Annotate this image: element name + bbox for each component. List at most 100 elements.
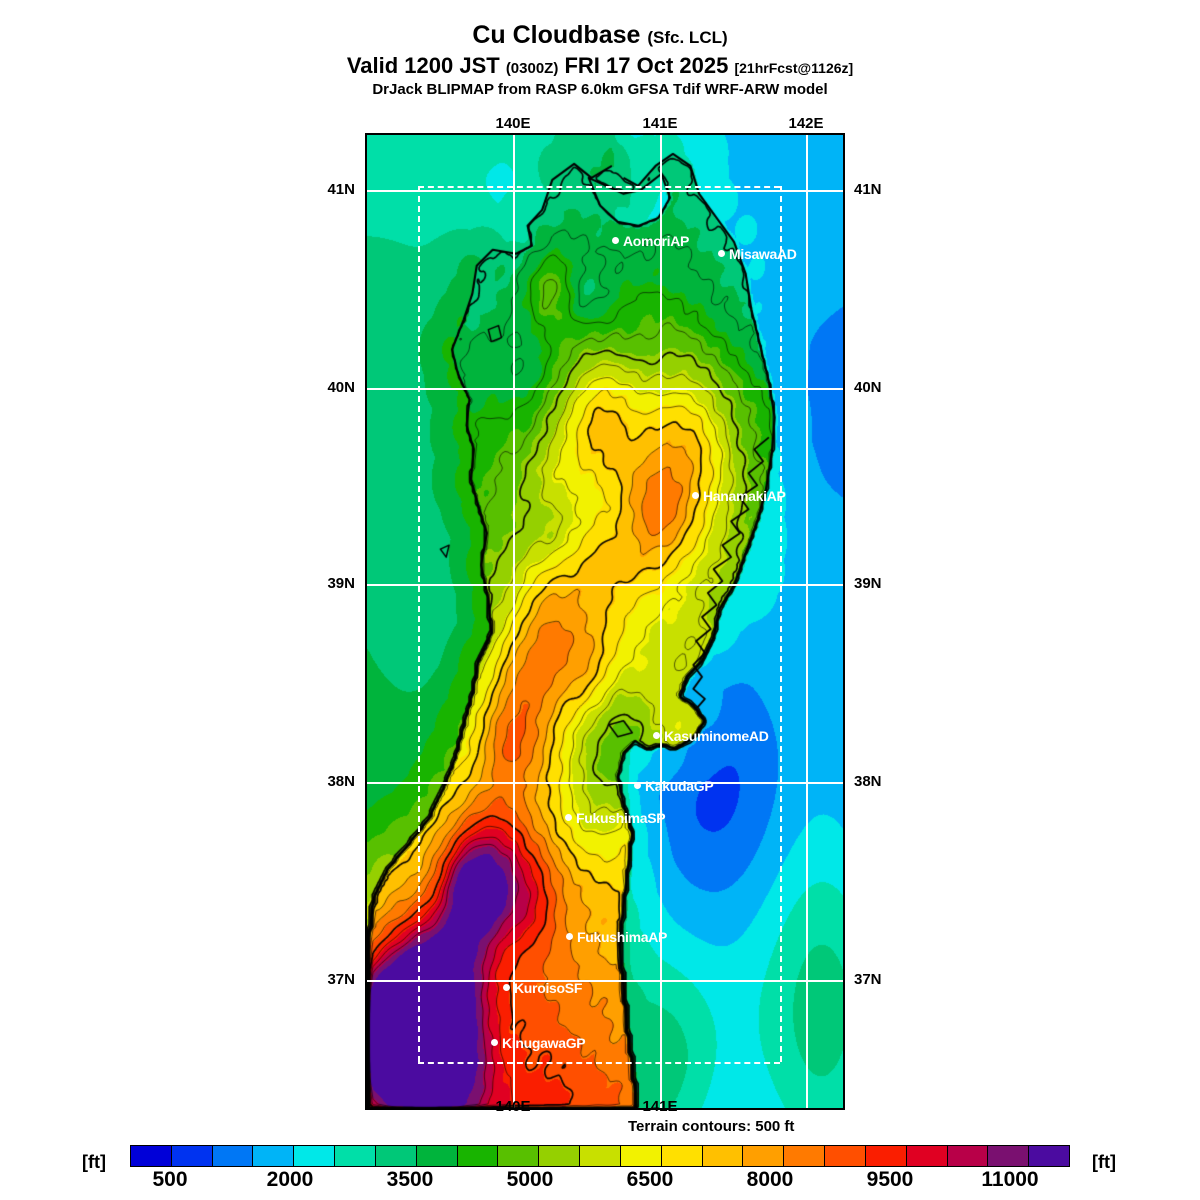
title-block: Cu Cloudbase (Sfc. LCL) Valid 1200 JST (… bbox=[0, 0, 1200, 98]
city-label: MisawaAD bbox=[729, 245, 797, 262]
colorbar-swatches[interactable] bbox=[130, 1145, 1070, 1167]
valid-prefix: Valid 1200 JST bbox=[346, 53, 500, 79]
colorbar-unit-right: [ft] bbox=[1092, 1152, 1116, 1172]
city-dot-icon bbox=[491, 1039, 498, 1047]
page-title: Cu Cloudbase (Sfc. LCL) bbox=[0, 22, 1200, 48]
axis-label-lon-bottom-141E: 141E bbox=[642, 1098, 678, 1115]
colorbar-swatch-5 bbox=[335, 1146, 376, 1166]
axis-label-lat-left-38N: 38N bbox=[327, 773, 355, 790]
colorbar-swatch-20 bbox=[947, 1146, 989, 1166]
city-marker-kasuminomead: KasuminomeAD bbox=[653, 727, 769, 745]
gridline-lon-141E bbox=[660, 135, 662, 1108]
city-label: FukushimaSP bbox=[576, 809, 666, 826]
city-marker-kuroisosf: KuroisoSF bbox=[503, 979, 582, 997]
colorbar-swatch-2 bbox=[212, 1146, 254, 1166]
city-dot-icon bbox=[634, 782, 641, 790]
colorbar-tick-labels: 500 2000 3500 5000 6500 8000 9500 11000 bbox=[130, 1168, 1070, 1194]
colorbar-swatch-14 bbox=[702, 1146, 744, 1166]
colorbar-swatch-10 bbox=[539, 1146, 581, 1166]
title-main-text: Cu Cloudbase bbox=[472, 21, 641, 49]
city-marker-aomoriap: AomoriAP bbox=[612, 232, 689, 250]
axis-label-lat-right-38N: 38N bbox=[854, 773, 882, 790]
city-dot-icon bbox=[718, 250, 725, 258]
colorbar-swatch-21 bbox=[988, 1146, 1030, 1166]
axis-label-lat-right-37N: 37N bbox=[854, 971, 882, 988]
colorbar-tick-500: 500 bbox=[152, 1168, 188, 1191]
colorbar-swatch-6 bbox=[375, 1146, 417, 1166]
city-label: HanamakiAP bbox=[703, 487, 786, 504]
city-dot-icon bbox=[566, 933, 573, 941]
city-marker-hanamakiap: HanamakiAP bbox=[692, 487, 786, 505]
city-label: AomoriAP bbox=[623, 232, 690, 249]
colorbar-swatch-15 bbox=[743, 1146, 785, 1166]
city-marker-misawaad: MisawaAD bbox=[718, 245, 797, 263]
axis-label-lat-right-39N: 39N bbox=[854, 575, 882, 592]
colorbar-tick-9500: 9500 bbox=[866, 1168, 914, 1191]
colorbar-swatch-19 bbox=[906, 1146, 948, 1166]
gridline-lat-41N bbox=[367, 190, 843, 192]
axis-label-lon-bottom-140E: 140E bbox=[495, 1098, 531, 1115]
colorbar-tick-2000: 2000 bbox=[266, 1168, 314, 1191]
valid-date: FRI 17 Oct 2025 bbox=[564, 53, 729, 79]
city-dot-icon bbox=[612, 237, 619, 245]
colorbar-swatch-3 bbox=[253, 1146, 295, 1166]
domain-edge-west bbox=[418, 186, 420, 1062]
city-dot-icon bbox=[565, 814, 572, 822]
axis-label-lat-right-41N: 41N bbox=[854, 181, 882, 198]
gridline-lon-142E bbox=[806, 135, 808, 1108]
map-plot-area[interactable]: AomoriAP MisawaAD HanamakiAP KasuminomeAD Ka… bbox=[365, 133, 845, 1110]
colorbar-swatch-17 bbox=[825, 1146, 866, 1166]
axis-label-lon-top-142E: 142E bbox=[788, 115, 824, 132]
colorbar-unit-left: [ft] bbox=[82, 1152, 106, 1172]
gridline-lat-40N bbox=[367, 388, 843, 390]
colorbar-swatch-16 bbox=[784, 1146, 826, 1166]
city-label: KinugawaGP bbox=[502, 1034, 586, 1051]
colorbar-swatch-7 bbox=[416, 1146, 458, 1166]
colorbar-swatch-0 bbox=[131, 1146, 172, 1166]
colorbar-swatch-4 bbox=[294, 1146, 336, 1166]
colorbar-swatch-8 bbox=[457, 1146, 499, 1166]
valid-forecast-hour: [21hrFcst@1126z] bbox=[734, 60, 854, 77]
axis-label-lat-left-39N: 39N bbox=[327, 575, 355, 592]
city-label: KakudaGP bbox=[645, 777, 714, 794]
colorbar-swatch-11 bbox=[580, 1146, 621, 1166]
colorbar-tick-3500: 3500 bbox=[386, 1168, 434, 1191]
colorbar-swatch-13 bbox=[661, 1146, 703, 1166]
city-label: KuroisoSF bbox=[514, 979, 583, 996]
cloudbase-heatmap-canvas bbox=[367, 135, 843, 1108]
title-valid-line: Valid 1200 JST (0300Z) FRI 17 Oct 2025 [… bbox=[0, 54, 1200, 77]
colorbar-tick-5000: 5000 bbox=[506, 1168, 554, 1191]
axis-label-lat-left-40N: 40N bbox=[327, 379, 355, 396]
terrain-contour-note: Terrain contours: 500 ft bbox=[628, 1118, 795, 1135]
valid-zulu: (0300Z) bbox=[505, 60, 559, 78]
city-marker-fukushimaap: FukushimaAP bbox=[566, 928, 667, 946]
city-dot-icon bbox=[653, 732, 660, 740]
city-dot-icon bbox=[503, 984, 510, 992]
colorbar-swatch-12 bbox=[620, 1146, 662, 1166]
city-label: KasuminomeAD bbox=[664, 727, 769, 744]
colorbar-swatch-22 bbox=[1029, 1146, 1070, 1166]
gridline-lon-140E bbox=[513, 135, 515, 1108]
title-main-subtitle: (Sfc. LCL) bbox=[647, 28, 728, 47]
colorbar-swatch-9 bbox=[498, 1146, 540, 1166]
city-label: FukushimaAP bbox=[577, 928, 668, 945]
model-subtitle: DrJack BLIPMAP from RASP 6.0km GFSA Tdif… bbox=[372, 81, 828, 99]
colorbar-swatch-1 bbox=[171, 1146, 213, 1166]
gridline-lat-37N bbox=[367, 980, 843, 982]
axis-label-lon-top-140E: 140E bbox=[495, 115, 531, 132]
colorbar-tick-8000: 8000 bbox=[746, 1168, 794, 1191]
axis-label-lat-left-41N: 41N bbox=[327, 181, 355, 198]
axis-label-lat-left-37N: 37N bbox=[327, 971, 355, 988]
domain-edge-north bbox=[418, 186, 780, 188]
city-marker-kakudagp: KakudaGP bbox=[634, 777, 714, 795]
axis-label-lat-right-40N: 40N bbox=[854, 379, 882, 396]
gridline-lat-39N bbox=[367, 584, 843, 586]
domain-edge-south bbox=[418, 1062, 780, 1064]
colorbar-swatch-18 bbox=[865, 1146, 907, 1166]
colorbar-tick-11000: 11000 bbox=[981, 1168, 1039, 1191]
city-marker-fukushimasp: FukushimaSP bbox=[565, 809, 666, 827]
city-marker-kinugawagp: KinugawaGP bbox=[491, 1034, 586, 1052]
colorbar-tick-6500: 6500 bbox=[626, 1168, 674, 1191]
gridline-lat-38N bbox=[367, 782, 843, 784]
axis-label-lon-top-141E: 141E bbox=[642, 115, 678, 132]
